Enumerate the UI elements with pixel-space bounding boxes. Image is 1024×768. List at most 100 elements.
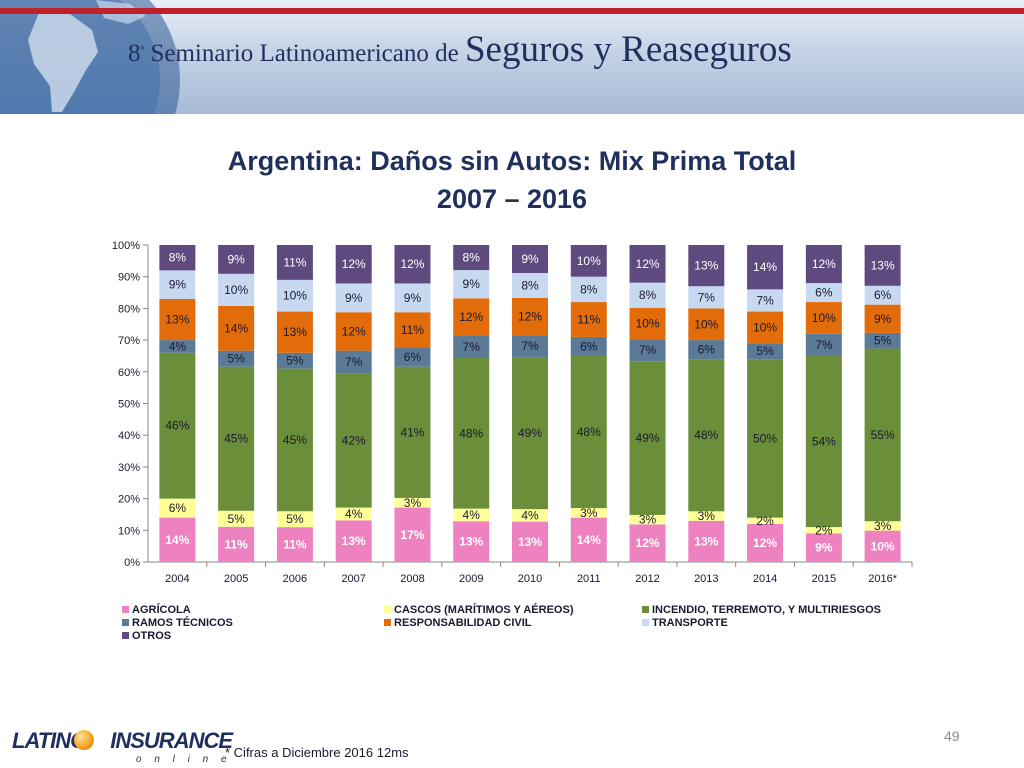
bar-segment-cascos xyxy=(629,514,666,525)
header-red-stripe xyxy=(0,8,1024,14)
bar-segment-incendio xyxy=(629,361,666,515)
data-label-responsabilidad_civil: 10% xyxy=(753,320,777,334)
data-label-responsabilidad_civil: 14% xyxy=(224,321,248,335)
legend-label: INCENDIO, TERREMOTO, Y MULTIRIESGOS xyxy=(652,604,881,616)
y-tick-label: 30% xyxy=(118,462,140,474)
bar-segment-agricola xyxy=(512,521,548,562)
bar-segment-responsabilidad_civil xyxy=(805,302,842,334)
bar-segment-agricola xyxy=(218,526,255,562)
data-label-transporte: 8% xyxy=(639,288,657,302)
data-label-cascos: 5% xyxy=(227,512,245,526)
bar-segment-transporte xyxy=(688,286,725,309)
legend-label: CASCOS (MARÍTIMOS Y AÉREOS) xyxy=(394,604,574,616)
data-label-ramos_tecnicos: 6% xyxy=(580,339,598,353)
data-label-responsabilidad_civil: 10% xyxy=(694,317,718,331)
bar-segment-responsabilidad_civil xyxy=(453,298,490,337)
data-label-transporte: 9% xyxy=(463,277,481,291)
data-label-ramos_tecnicos: 5% xyxy=(756,344,774,358)
data-label-incendio: 49% xyxy=(636,431,660,445)
y-tick-label: 50% xyxy=(118,399,140,411)
bar-segment-responsabilidad_civil xyxy=(218,305,255,351)
y-tick-label: 80% xyxy=(118,303,140,315)
data-label-ramos_tecnicos: 7% xyxy=(639,343,657,357)
data-label-responsabilidad_civil: 9% xyxy=(874,312,892,326)
x-tick-label: 2005 xyxy=(224,573,248,585)
bar-segment-agricola xyxy=(805,533,842,562)
data-label-otros: 12% xyxy=(400,257,424,271)
bar-segment-otros xyxy=(805,245,842,284)
bar-segment-incendio xyxy=(159,352,196,499)
data-label-cascos: 3% xyxy=(639,513,657,527)
bar-segment-transporte xyxy=(335,283,372,313)
data-label-incendio: 54% xyxy=(812,435,836,449)
bar-segment-agricola xyxy=(747,523,784,562)
bar-segment-transporte xyxy=(570,276,607,303)
bar-segment-ramos_tecnicos xyxy=(512,335,548,357)
bar-segment-cascos xyxy=(335,507,372,521)
data-label-cascos: 3% xyxy=(404,496,422,510)
legend-swatch xyxy=(122,619,129,626)
x-tick-label: 2009 xyxy=(459,573,483,585)
data-label-ramos_tecnicos: 7% xyxy=(463,340,481,354)
data-label-responsabilidad_civil: 10% xyxy=(636,316,660,330)
bar-segment-otros xyxy=(394,245,431,284)
bar-segment-cascos xyxy=(276,511,313,528)
data-label-incendio: 46% xyxy=(165,419,189,433)
data-label-agricola: 10% xyxy=(871,539,895,553)
data-label-ramos_tecnicos: 5% xyxy=(227,352,245,366)
footnote: * Cifras a Diciembre 2016 12ms xyxy=(225,745,409,760)
bar-segment-responsabilidad_civil xyxy=(864,304,901,333)
x-tick-label: 2012 xyxy=(635,573,659,585)
bar-segment-responsabilidad_civil xyxy=(570,302,607,337)
bar-segment-responsabilidad_civil xyxy=(335,312,372,351)
bar-segment-transporte xyxy=(159,270,196,299)
legend-label: AGRÍCOLA xyxy=(132,604,191,616)
data-label-otros: 11% xyxy=(283,255,306,269)
bar-segment-otros xyxy=(629,245,666,283)
data-label-agricola: 13% xyxy=(342,534,366,548)
bar-segment-agricola xyxy=(453,521,490,562)
bar-segment-cascos xyxy=(218,510,255,527)
globe-icon xyxy=(0,0,180,114)
data-label-transporte: 9% xyxy=(404,291,422,305)
bar-segment-incendio xyxy=(218,366,255,511)
data-label-responsabilidad_civil: 12% xyxy=(518,309,542,323)
data-label-transporte: 9% xyxy=(345,291,363,305)
data-label-cascos: 5% xyxy=(286,512,304,526)
data-label-ramos_tecnicos: 6% xyxy=(698,343,716,357)
data-label-agricola: 13% xyxy=(518,535,542,549)
data-label-otros: 8% xyxy=(463,251,481,265)
data-label-transporte: 6% xyxy=(815,286,833,300)
x-tick-label: 2013 xyxy=(694,573,718,585)
page-number: 49 xyxy=(944,728,960,744)
x-tick-label: 2006 xyxy=(283,573,307,585)
legend-label: RESPONSABILIDAD CIVIL xyxy=(394,617,532,629)
data-label-responsabilidad_civil: 13% xyxy=(165,312,189,326)
data-label-cascos: 4% xyxy=(345,507,363,521)
data-label-cascos: 3% xyxy=(580,506,598,520)
seminar-title: 8º Seminario Latinoamericano de Seguros … xyxy=(128,29,792,70)
data-label-ramos_tecnicos: 7% xyxy=(345,355,363,369)
bar-segment-otros xyxy=(159,245,196,271)
chart-title-line2: 2007 – 2016 xyxy=(436,184,588,214)
bar-segment-responsabilidad_civil xyxy=(629,307,666,340)
bar-segment-incendio xyxy=(688,359,725,512)
bar-segment-cascos xyxy=(453,508,490,522)
bar-segment-transporte xyxy=(276,279,313,312)
legend-swatch xyxy=(122,606,129,613)
bar-segment-ramos_tecnicos xyxy=(394,347,431,367)
logo-tagline: o n l i n e xyxy=(136,754,232,765)
legend-swatch xyxy=(642,619,649,626)
data-label-transporte: 10% xyxy=(224,283,248,297)
x-tick-label: 2007 xyxy=(341,573,365,585)
data-label-otros: 10% xyxy=(577,254,601,268)
legend-swatch xyxy=(384,606,391,613)
bar-segment-responsabilidad_civil xyxy=(688,308,725,341)
bar-segment-ramos_tecnicos xyxy=(453,336,490,358)
bar-segment-incendio xyxy=(864,348,901,522)
data-label-agricola: 12% xyxy=(636,536,660,550)
data-label-incendio: 48% xyxy=(459,426,483,440)
data-label-transporte: 7% xyxy=(756,293,774,307)
data-label-otros: 14% xyxy=(753,260,777,274)
